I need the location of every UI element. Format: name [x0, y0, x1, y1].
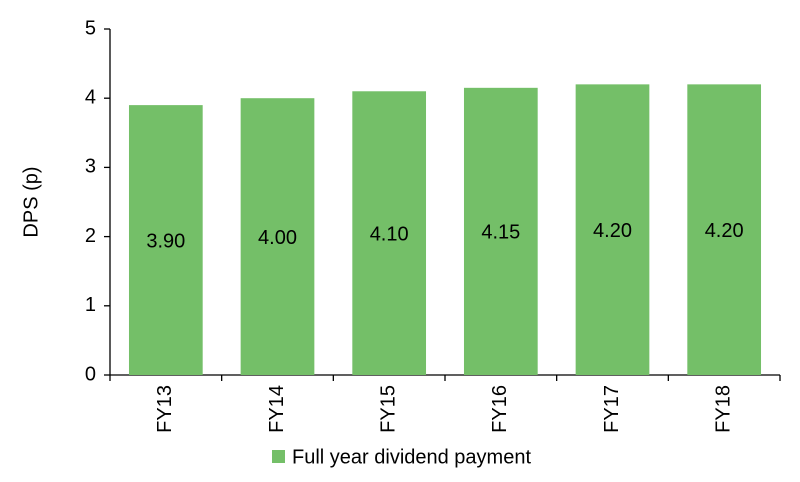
- x-tick-label: FY15: [377, 385, 399, 433]
- data-label: 4.10: [370, 223, 409, 245]
- bar: [575, 84, 650, 376]
- bar: [463, 87, 538, 375]
- bar: [352, 91, 427, 375]
- y-tick-label: 3: [85, 156, 96, 178]
- data-label: 4.15: [481, 222, 520, 244]
- y-tick-label: 4: [85, 86, 96, 108]
- bar: [240, 98, 315, 375]
- data-label: 4.00: [258, 227, 297, 249]
- legend-label: Full year dividend payment: [292, 446, 531, 468]
- x-tick-label: FY18: [712, 385, 734, 433]
- y-tick-label: 0: [85, 363, 96, 385]
- bar: [128, 105, 203, 376]
- x-tick-label: FY17: [601, 385, 623, 433]
- data-label: 4.20: [593, 220, 632, 242]
- x-tick-label: FY14: [266, 385, 288, 433]
- y-axis-label: DPS (p): [20, 166, 42, 237]
- y-tick-label: 2: [85, 225, 96, 247]
- y-tick-label: 1: [85, 294, 96, 316]
- data-label: 4.20: [705, 220, 744, 242]
- x-tick-label: FY16: [489, 385, 511, 433]
- legend-swatch: [272, 450, 285, 463]
- bar: [687, 84, 762, 376]
- x-tick-label: FY13: [154, 385, 176, 433]
- data-label: 3.90: [146, 230, 185, 252]
- y-tick-label: 5: [85, 17, 96, 39]
